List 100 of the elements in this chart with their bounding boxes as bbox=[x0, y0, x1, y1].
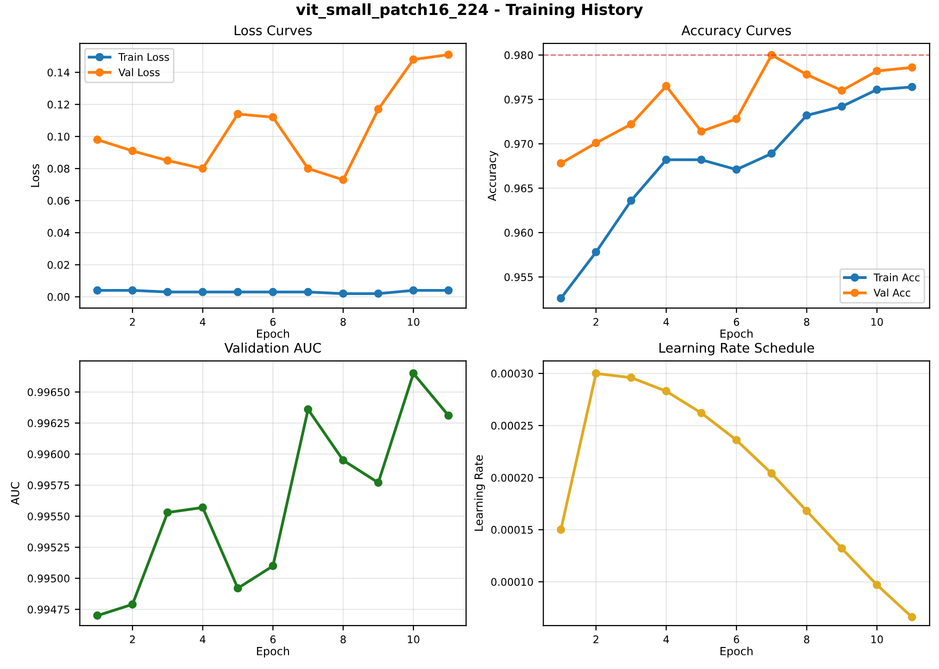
y-tick-label: 0.99650 bbox=[28, 388, 70, 396]
point bbox=[732, 436, 741, 444]
y-tick-label: 0.14 bbox=[48, 68, 70, 76]
x-tick-label: 8 bbox=[340, 318, 346, 326]
chart-title: Accuracy Curves bbox=[681, 25, 791, 38]
point bbox=[304, 288, 312, 296]
point bbox=[409, 369, 418, 378]
point bbox=[444, 50, 453, 59]
legend-label: Val Acc bbox=[874, 288, 910, 297]
point bbox=[592, 248, 600, 256]
x-tick-label: 10 bbox=[408, 318, 420, 326]
y-tick-label: 0.08 bbox=[48, 164, 70, 173]
y-tick-label: 0.00010 bbox=[491, 578, 533, 586]
point bbox=[556, 526, 566, 534]
y-tick-label: 0.99475 bbox=[28, 606, 70, 614]
x-tick-label: 6 bbox=[734, 635, 740, 644]
y-tick-label: 0.99600 bbox=[28, 450, 70, 458]
x-tick-label: 10 bbox=[871, 318, 883, 326]
point bbox=[444, 411, 453, 420]
point bbox=[767, 50, 776, 60]
y-tick-label: 0.99500 bbox=[28, 574, 70, 582]
y-tick-label: 0.02 bbox=[48, 260, 70, 269]
point bbox=[339, 289, 348, 298]
point bbox=[409, 286, 418, 295]
point bbox=[339, 456, 348, 464]
y-axis-title: AUC bbox=[10, 482, 20, 505]
y-axis-title: Loss bbox=[30, 164, 40, 187]
point bbox=[838, 86, 846, 95]
point bbox=[626, 373, 636, 382]
y-tick-label: 0.99575 bbox=[28, 481, 70, 490]
y-tick-label: 0.965 bbox=[504, 184, 533, 192]
x-tick-label: 6 bbox=[270, 635, 276, 644]
point bbox=[163, 288, 172, 296]
point bbox=[802, 70, 811, 79]
x-tick-label: 4 bbox=[663, 318, 669, 326]
y-tick-label: 0.00025 bbox=[491, 422, 533, 430]
point bbox=[93, 286, 102, 295]
point bbox=[732, 165, 741, 174]
point bbox=[374, 478, 382, 487]
point bbox=[128, 286, 137, 295]
x-axis-title: Epoch bbox=[720, 646, 753, 658]
point bbox=[767, 469, 776, 478]
y-tick-label: 0.99625 bbox=[28, 419, 70, 428]
point bbox=[198, 503, 207, 512]
point bbox=[128, 146, 137, 156]
y-tick-label: 0.00 bbox=[48, 293, 70, 301]
x-tick-label: 2 bbox=[130, 635, 135, 644]
point bbox=[732, 114, 741, 124]
x-tick-label: 6 bbox=[270, 318, 276, 326]
y-tick-label: 0.975 bbox=[504, 96, 533, 104]
x-tick-label: 4 bbox=[200, 636, 206, 644]
y-tick-label: 0.12 bbox=[48, 100, 70, 109]
x-tick-label: 4 bbox=[200, 318, 206, 326]
x-tick-label: 6 bbox=[734, 318, 740, 326]
y-tick-label: 0.99525 bbox=[28, 543, 70, 552]
point bbox=[198, 164, 207, 173]
point bbox=[128, 600, 137, 609]
y-tick-label: 0.10 bbox=[48, 132, 70, 141]
point bbox=[592, 369, 600, 378]
point bbox=[872, 85, 882, 94]
text: vit_small_patch16_224 - Training History bbox=[296, 3, 643, 19]
chart-title: Loss Curves bbox=[234, 25, 312, 36]
point bbox=[556, 294, 566, 302]
x-tick-label: 2 bbox=[593, 635, 598, 644]
point bbox=[163, 156, 172, 165]
point bbox=[767, 149, 776, 158]
x-tick-label: 2 bbox=[130, 318, 135, 326]
point bbox=[93, 136, 102, 144]
y-axis-title: Accuracy bbox=[488, 150, 498, 202]
y-tick-label: 0.955 bbox=[504, 273, 533, 282]
legend-label: Train Acc bbox=[874, 273, 920, 282]
point bbox=[802, 506, 811, 516]
point bbox=[234, 110, 242, 118]
x-axis-title: Epoch bbox=[257, 329, 290, 340]
x-tick-label: 8 bbox=[804, 318, 810, 326]
y-tick-label: 0.960 bbox=[504, 228, 533, 237]
point bbox=[626, 120, 636, 128]
point bbox=[304, 405, 312, 414]
chart-title: Validation AUC bbox=[224, 342, 321, 353]
point bbox=[697, 127, 706, 136]
point bbox=[339, 176, 348, 184]
x-tick-label: 2 bbox=[593, 318, 598, 326]
point bbox=[163, 508, 172, 517]
y-tick-label: 0.00015 bbox=[491, 526, 533, 534]
point bbox=[662, 156, 670, 164]
point bbox=[872, 580, 882, 590]
y-tick-label: 0.00030 bbox=[491, 370, 533, 378]
x-axis-title: Epoch bbox=[720, 329, 753, 340]
point bbox=[444, 286, 453, 295]
point bbox=[908, 82, 916, 92]
point bbox=[697, 408, 706, 418]
y-tick-label: 0.04 bbox=[48, 228, 70, 237]
x-tick-label: 10 bbox=[871, 635, 883, 644]
point bbox=[234, 584, 242, 592]
y-axis-title: Learning Rate bbox=[474, 455, 485, 531]
x-tick-label: 8 bbox=[340, 635, 346, 644]
point bbox=[626, 196, 636, 205]
point bbox=[802, 111, 811, 120]
point bbox=[838, 544, 846, 553]
y-tick-label: 0.00020 bbox=[491, 474, 533, 482]
